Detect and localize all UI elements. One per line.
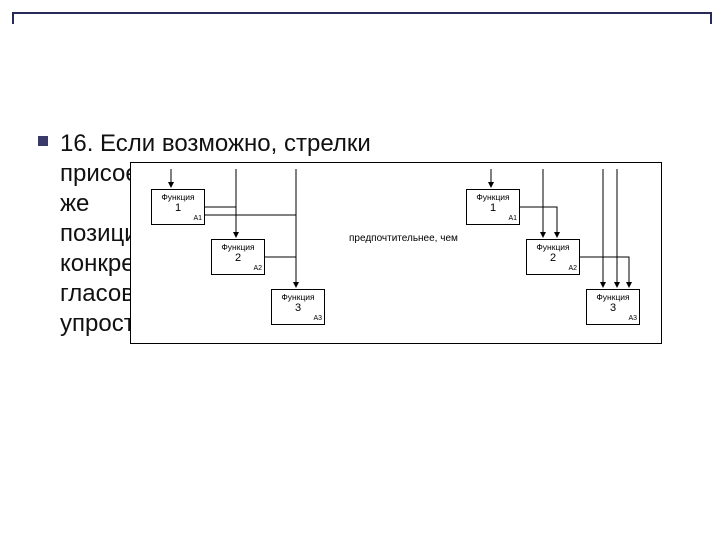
center-label: предпочтительнее, чем xyxy=(349,233,458,244)
diagram-container: Функция 1 A1 Функция 2 A2 Функция 3 A3 п… xyxy=(130,162,662,344)
left-box-1: Функция 1 A1 xyxy=(151,189,205,225)
right-box-2: Функция 2 A2 xyxy=(526,239,580,275)
slide-top-border xyxy=(12,12,712,24)
left-box-2: Функция 2 A2 xyxy=(211,239,265,275)
right-box-1: Функция 1 A1 xyxy=(466,189,520,225)
bullet-square xyxy=(38,136,48,146)
right-box-3: Функция 3 A3 xyxy=(586,289,640,325)
left-box-3: Функция 3 A3 xyxy=(271,289,325,325)
text-line-1: 16. Если возможно, стрелки xyxy=(60,129,660,159)
